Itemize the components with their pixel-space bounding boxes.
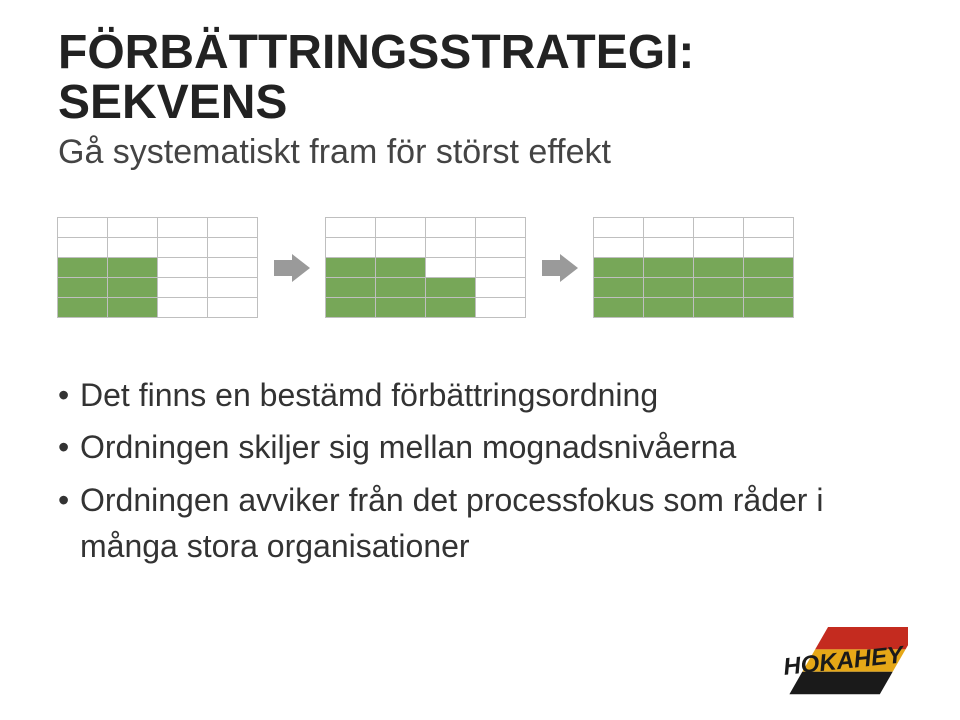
grid-cell xyxy=(425,237,476,258)
grid-cell xyxy=(425,297,476,318)
grid-cell xyxy=(157,297,208,318)
grid-cell xyxy=(207,277,258,298)
grid-cell xyxy=(693,297,744,318)
slide: FÖRBÄTTRINGSSTRATEGI: SEKVENS Gå systema… xyxy=(0,0,960,720)
grid-cell xyxy=(425,277,476,298)
grid-cell xyxy=(325,237,376,258)
grid-cell xyxy=(207,217,258,238)
grid-cell xyxy=(157,277,208,298)
grid-cell xyxy=(475,257,526,278)
grid-cell xyxy=(107,237,158,258)
grid-cell xyxy=(743,237,794,258)
grid-cell xyxy=(157,257,208,278)
grid-cell xyxy=(107,297,158,318)
page-subtitle: Gå systematiskt fram för störst effekt xyxy=(58,133,902,172)
grid-cell xyxy=(425,257,476,278)
grid-cell xyxy=(643,297,694,318)
grid-cell xyxy=(425,217,476,238)
grid-cell xyxy=(743,217,794,238)
grid-cell xyxy=(325,277,376,298)
grid-cell xyxy=(375,217,426,238)
grid-cell xyxy=(743,277,794,298)
grid-cell xyxy=(207,237,258,258)
grid-cell xyxy=(375,237,426,258)
grid-cell xyxy=(643,277,694,298)
grid-cell xyxy=(207,257,258,278)
grid-cell xyxy=(107,257,158,278)
grid-cell xyxy=(693,257,744,278)
grid-cell xyxy=(107,217,158,238)
grid-cell xyxy=(693,237,744,258)
bullet-item: Ordningen skiljer sig mellan mognadsnivå… xyxy=(58,424,902,470)
grid-cell xyxy=(643,237,694,258)
grid-cell xyxy=(107,277,158,298)
maturity-grid xyxy=(326,218,526,318)
grid-cell xyxy=(475,237,526,258)
grid-cell xyxy=(743,297,794,318)
grid-cell xyxy=(693,217,744,238)
maturity-grid xyxy=(594,218,794,318)
grid-cell xyxy=(375,297,426,318)
grid-cell xyxy=(475,217,526,238)
grid-cell xyxy=(743,257,794,278)
bullet-item: Ordningen avviker från det processfokus … xyxy=(58,477,902,570)
grid-cell xyxy=(325,297,376,318)
bullet-item: Det finns en bestämd förbättringsordning xyxy=(58,372,902,418)
arrow-icon xyxy=(274,254,310,282)
bullet-list: Det finns en bestämd förbättringsordning… xyxy=(58,372,902,570)
grid-cell xyxy=(593,297,644,318)
grid-cell xyxy=(693,277,744,298)
grid-cell xyxy=(475,277,526,298)
grid-cell xyxy=(57,257,108,278)
grid-cell xyxy=(643,257,694,278)
sequence-diagram xyxy=(58,218,902,318)
grid-cell xyxy=(207,297,258,318)
grid-cell xyxy=(57,237,108,258)
grid-cell xyxy=(593,277,644,298)
grid-cell xyxy=(375,257,426,278)
grid-cell xyxy=(157,237,208,258)
grid-cell xyxy=(375,277,426,298)
grid-cell xyxy=(475,297,526,318)
grid-cell xyxy=(593,257,644,278)
grid-cell xyxy=(643,217,694,238)
arrow-icon xyxy=(542,254,578,282)
grid-cell xyxy=(325,257,376,278)
grid-cell xyxy=(593,217,644,238)
grid-cell xyxy=(325,217,376,238)
grid-cell xyxy=(593,237,644,258)
grid-cell xyxy=(57,297,108,318)
grid-cell xyxy=(57,277,108,298)
grid-cell xyxy=(57,217,108,238)
grid-cell xyxy=(157,217,208,238)
maturity-grid xyxy=(58,218,258,318)
page-title: FÖRBÄTTRINGSSTRATEGI: SEKVENS xyxy=(58,28,902,129)
hokahey-logo: HOKAHEY xyxy=(780,622,908,696)
